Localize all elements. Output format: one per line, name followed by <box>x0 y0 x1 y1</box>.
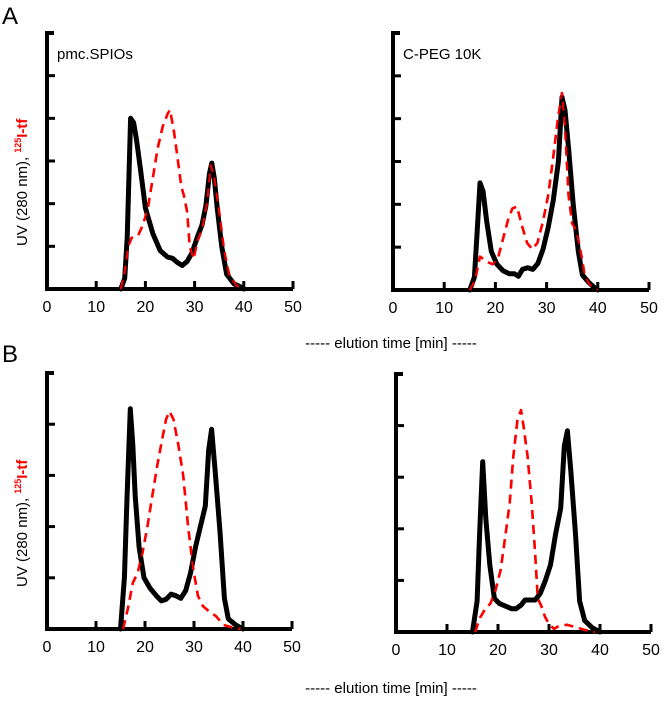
x-tick-label: 10 <box>87 299 105 316</box>
chart-panel-a-left: 0 10 20 30 40 50 pmc.SPIOs <box>43 31 302 316</box>
ylabel-uv: UV (280 nm), <box>14 498 31 587</box>
x-tick-label: 0 <box>43 639 52 656</box>
chart-panel-a-right: 0 10 20 30 40 50 C-PEG 10K <box>389 31 658 317</box>
axes <box>45 371 292 631</box>
x-tick-label: 30 <box>540 642 558 659</box>
panel-label-a: A <box>2 3 18 30</box>
series-tracer-overlay <box>119 108 245 290</box>
ylabel-superscript: 125 <box>13 479 23 494</box>
y-axis-label-b: UV (280 nm), 125I-tf <box>13 459 31 587</box>
series-uv-line <box>118 115 247 292</box>
axes <box>394 372 651 634</box>
x-tick-label: 50 <box>283 639 301 656</box>
ylabel-uv: UV (280 nm), <box>14 157 31 246</box>
x-tick-label: 20 <box>489 642 507 659</box>
x-tick-label: 40 <box>235 299 253 316</box>
series-uv-line <box>118 406 246 632</box>
x-tick-label: 40 <box>589 300 607 317</box>
panels: 0 10 20 30 40 50 pmc.SPIOs 0 10 20 30 40 50 C-PEG 10K… <box>43 31 660 659</box>
x-axis-label-a: ----- elution time [min] ----- <box>305 335 477 352</box>
chart-panel-b-left: 0 10 20 30 40 50 <box>43 371 301 656</box>
x-tick-label: 30 <box>185 639 203 656</box>
x-tick-label: 10 <box>435 300 453 317</box>
y-axis-label-a: UV (280 nm), 125I-tf <box>13 118 31 246</box>
series-uv-line <box>470 428 603 635</box>
x-tick-label: 20 <box>136 639 154 656</box>
x-tick-label: 10 <box>438 642 456 659</box>
ylabel-superscript: 125 <box>13 138 23 153</box>
x-tick-label: 30 <box>186 299 204 316</box>
x-tick-label: 0 <box>392 642 401 659</box>
ylabel-tracer: I-tf <box>14 459 31 479</box>
x-tick-label: 10 <box>87 639 105 656</box>
series-tracer-overlay <box>474 409 596 634</box>
series-tracer-overlay <box>468 91 599 291</box>
x-axis-label-b: ----- elution time [min] ----- <box>305 680 477 697</box>
series-tracer-overlay <box>121 410 241 631</box>
x-tick-label: 50 <box>642 642 660 659</box>
chart-panel-b-right: 0 10 20 30 40 50 <box>392 372 660 659</box>
series-uv-line <box>467 94 601 293</box>
axes <box>391 31 649 292</box>
x-tick-label: 50 <box>640 300 658 317</box>
x-tick-label: 40 <box>234 639 252 656</box>
x-tick-label: 30 <box>538 300 556 317</box>
ylabel-tracer: I-tf <box>14 118 31 138</box>
sample-annotation: pmc.SPIOs <box>57 46 133 63</box>
x-tick-label: 20 <box>487 300 505 317</box>
x-tick-label: 0 <box>389 300 398 317</box>
axes <box>45 31 293 291</box>
x-tick-label: 40 <box>591 642 609 659</box>
sample-annotation: C-PEG 10K <box>403 46 481 63</box>
x-tick-label: 20 <box>137 299 155 316</box>
x-tick-label: 0 <box>43 299 52 316</box>
panel-label-b: B <box>2 341 18 368</box>
x-tick-label: 50 <box>284 299 302 316</box>
